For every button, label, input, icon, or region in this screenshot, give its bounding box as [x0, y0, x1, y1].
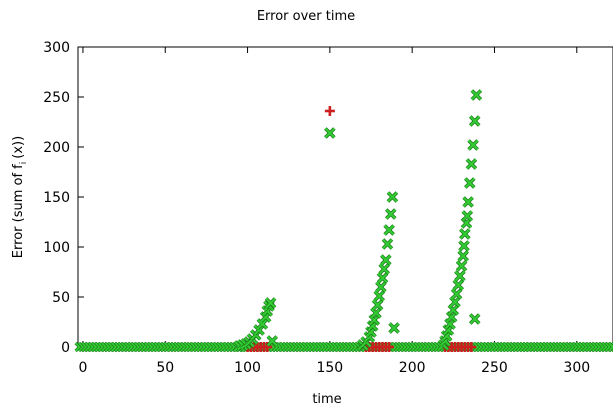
y-tick-label: 100	[43, 240, 70, 256]
y-axis-label-end: (x))	[11, 136, 26, 159]
plot-area	[77, 46, 613, 348]
y-axis-label-subscript: i	[19, 162, 29, 165]
red-plus-point	[384, 342, 395, 352]
green-cross-point	[461, 210, 474, 222]
green-cross-point	[370, 307, 382, 319]
chart-title: Error over time	[257, 9, 355, 24]
x-axis-label: time	[312, 392, 341, 407]
green-cross-point	[470, 89, 483, 101]
series-layer	[233, 89, 483, 352]
x-tick-label: 300	[563, 360, 590, 376]
x-tick-label: 50	[156, 360, 174, 376]
x-axis: 0 50 100 150 200 250 300	[78, 47, 590, 376]
x-tick-label: 250	[481, 360, 508, 376]
red-plus-point	[324, 106, 335, 116]
green-cross-point	[459, 228, 471, 240]
x-tick-label: 0	[78, 360, 87, 376]
y-axis-label-main: Error (sum of f	[11, 164, 26, 258]
x-tick-label: 200	[399, 360, 426, 376]
y-tick-label: 0	[61, 340, 70, 356]
green-cross-point	[371, 299, 384, 311]
baseline-band	[74, 341, 613, 353]
y-tick-label: 250	[43, 90, 70, 106]
green-cross-point	[462, 196, 474, 208]
plot-frame	[77, 46, 613, 348]
green-cross-point	[467, 139, 479, 151]
green-cross-point	[454, 270, 466, 282]
green-cross-point	[468, 115, 481, 127]
green-cross-point	[386, 191, 399, 203]
y-tick-label: 150	[43, 190, 70, 206]
green-cross-point	[457, 250, 469, 262]
baseline-point	[607, 341, 613, 353]
y-tick-label: 300	[43, 40, 70, 56]
green-cross-point	[458, 240, 470, 252]
green-cross-point	[373, 290, 386, 302]
green-cross-point	[468, 313, 481, 325]
green-cross-point	[378, 263, 390, 275]
x-tick-label: 150	[316, 360, 343, 376]
green-cross-point	[381, 238, 394, 250]
green-cross-point	[452, 279, 465, 291]
green-cross-point	[388, 322, 400, 334]
green-cross-point	[450, 288, 463, 300]
green-cross-point	[375, 281, 387, 293]
green-cross-point	[455, 260, 468, 272]
y-tick-label: 200	[43, 140, 70, 156]
y-axis: 0 50 100 150 200 250 300	[43, 40, 84, 356]
green-cross-point	[253, 324, 265, 336]
green-cross-point	[449, 296, 461, 308]
green-cross-point	[447, 304, 460, 316]
y-axis-label: Error (sum of fi (x))	[11, 136, 29, 258]
green-cross-point	[465, 158, 478, 170]
red-plus-point	[466, 342, 477, 352]
green-cross-point	[324, 127, 336, 139]
green-cross-point	[256, 318, 269, 330]
green-cross-point	[376, 272, 389, 284]
green-cross-point	[380, 254, 392, 266]
y-tick-label: 50	[52, 290, 70, 306]
green-cross-point	[383, 224, 395, 236]
green-cross-point	[464, 177, 476, 189]
green-cross-point	[266, 335, 279, 347]
x-tick-label: 100	[234, 360, 261, 376]
green-cross-point	[264, 297, 277, 309]
green-cross-point	[384, 208, 397, 220]
